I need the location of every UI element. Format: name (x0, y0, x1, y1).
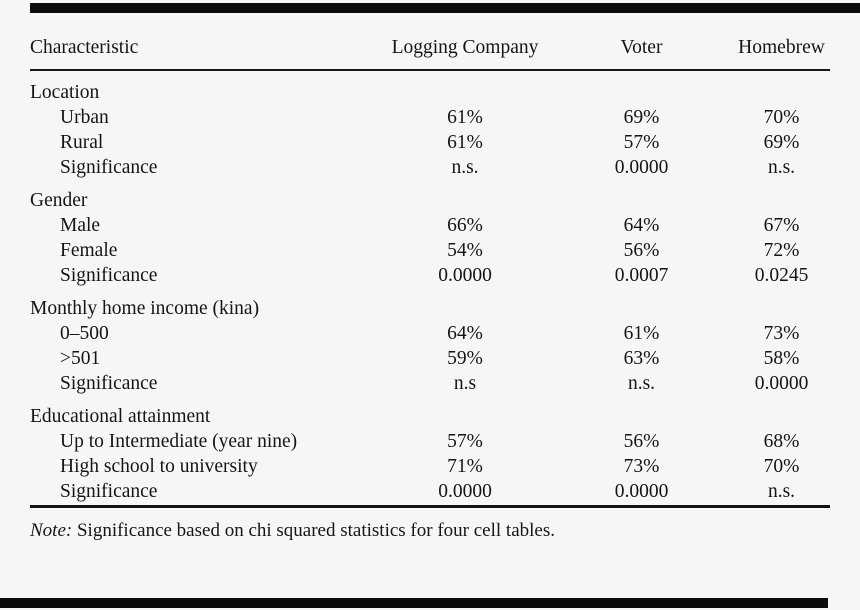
statistics-table: Characteristic Logging Company Voter Hom… (30, 36, 830, 543)
table-bottom-rule (30, 505, 830, 508)
cell-value: n.s. (767, 157, 796, 178)
table-row: Up to Intermediate (year nine) 57% 56% 68% (30, 429, 830, 454)
cell-value: 57% (623, 132, 660, 153)
section-label: Location (30, 82, 100, 103)
table-body: Location Urban 61% 69% 70% Rural 61% 57% 69% Sign… (30, 71, 830, 504)
cell-value: 69% (763, 132, 800, 153)
cell-value: 63% (623, 348, 660, 369)
note-label: Note: (30, 520, 73, 541)
table-row: High school to university 71% 73% 70% (30, 454, 830, 479)
table-row: Significance 0.0000 0.0007 0.0245 (30, 263, 830, 288)
cell-value: 64% (447, 323, 483, 344)
section-header-row: Location (30, 80, 830, 105)
cell-value: 66% (447, 215, 483, 236)
table-row: Urban 61% 69% 70% (30, 105, 830, 130)
cell-value: 70% (763, 107, 800, 128)
column-header-logging-company: Logging Company (391, 37, 539, 58)
cell-value: 69% (623, 107, 660, 128)
table-row: Rural 61% 57% 69% (30, 130, 830, 155)
column-header-homebrew: Homebrew (738, 37, 825, 58)
cell-value: 64% (623, 215, 660, 236)
cell-value: n.s (453, 373, 477, 394)
cell-value: n.s. (767, 481, 796, 502)
table-section: Gender Male 66% 64% 67% Female 54% 56% 72% Signif… (30, 188, 830, 288)
cell-value: 0.0000 (614, 481, 669, 502)
row-label: Male (60, 215, 101, 236)
table-row: Female 54% 56% 72% (30, 238, 830, 263)
table-row: Significance n.s. 0.0000 n.s. (30, 155, 830, 180)
cell-value: 56% (623, 431, 660, 452)
cell-value: 67% (763, 215, 800, 236)
row-label: Rural (60, 132, 104, 153)
cell-value: 57% (447, 431, 483, 452)
row-label: High school to university (60, 456, 258, 477)
section-label: Educational attainment (30, 406, 211, 427)
cell-value: 54% (447, 240, 483, 261)
cell-value: 71% (447, 456, 483, 477)
cell-value: 70% (763, 456, 800, 477)
section-label: Gender (30, 190, 88, 211)
cell-value: 58% (763, 348, 800, 369)
section-header-row: Monthly home income (kina) (30, 296, 830, 321)
cell-value: 61% (447, 132, 483, 153)
row-label: Urban (60, 107, 109, 128)
row-label: Up to Intermediate (year nine) (60, 431, 298, 452)
row-label: Significance (60, 373, 158, 394)
table-row: >501 59% 63% 58% (30, 346, 830, 371)
cell-value: 0.0000 (438, 265, 492, 286)
table-section: Monthly home income (kina) 0–500 64% 61% 73%… (30, 296, 830, 396)
section-header-row: Gender (30, 188, 830, 213)
cell-value: 0.0245 (754, 265, 809, 286)
table-header-row: Characteristic Logging Company Voter Hom… (30, 36, 830, 71)
table-section: Location Urban 61% 69% 70% Rural 61% 57% 69% Sign… (30, 80, 830, 180)
table-section: Educational attainment Up to Intermediate… (30, 404, 830, 504)
row-label: Significance (60, 265, 158, 286)
cell-value: n.s. (627, 373, 656, 394)
cell-value: 56% (623, 240, 660, 261)
note-text: Significance based on chi squared statis… (72, 520, 555, 541)
row-label: Significance (60, 481, 158, 502)
table-note: Note: Significance based on chi squared … (30, 519, 830, 543)
table-row: Significance 0.0000 0.0000 n.s. (30, 479, 830, 504)
column-header-voter: Voter (620, 37, 663, 58)
table-row: Significance n.s n.s. 0.0000 (30, 371, 830, 396)
cell-value: 59% (447, 348, 483, 369)
cell-value: 61% (447, 107, 483, 128)
cell-value: 0.0000 (614, 157, 669, 178)
cell-value: 73% (623, 456, 660, 477)
cell-value: 61% (623, 323, 660, 344)
column-header-characteristic: Characteristic (30, 37, 139, 58)
table-row: 0–500 64% 61% 73% (30, 321, 830, 346)
row-label: Significance (60, 157, 158, 178)
section-header-row: Educational attainment (30, 404, 830, 429)
section-label: Monthly home income (kina) (30, 298, 260, 319)
table-row: Male 66% 64% 67% (30, 213, 830, 238)
cell-value: 0.0000 (438, 481, 492, 502)
row-label: >501 (60, 348, 101, 369)
top-edge-rule (30, 3, 860, 13)
row-label: 0–500 (60, 323, 109, 344)
cell-value: n.s. (451, 157, 479, 178)
cell-value: 0.0007 (614, 265, 669, 286)
row-label: Female (60, 240, 118, 261)
cell-value: 72% (763, 240, 800, 261)
bottom-edge-rule (0, 598, 828, 608)
cell-value: 0.0000 (754, 373, 809, 394)
cell-value: 68% (763, 431, 800, 452)
cell-value: 73% (763, 323, 800, 344)
